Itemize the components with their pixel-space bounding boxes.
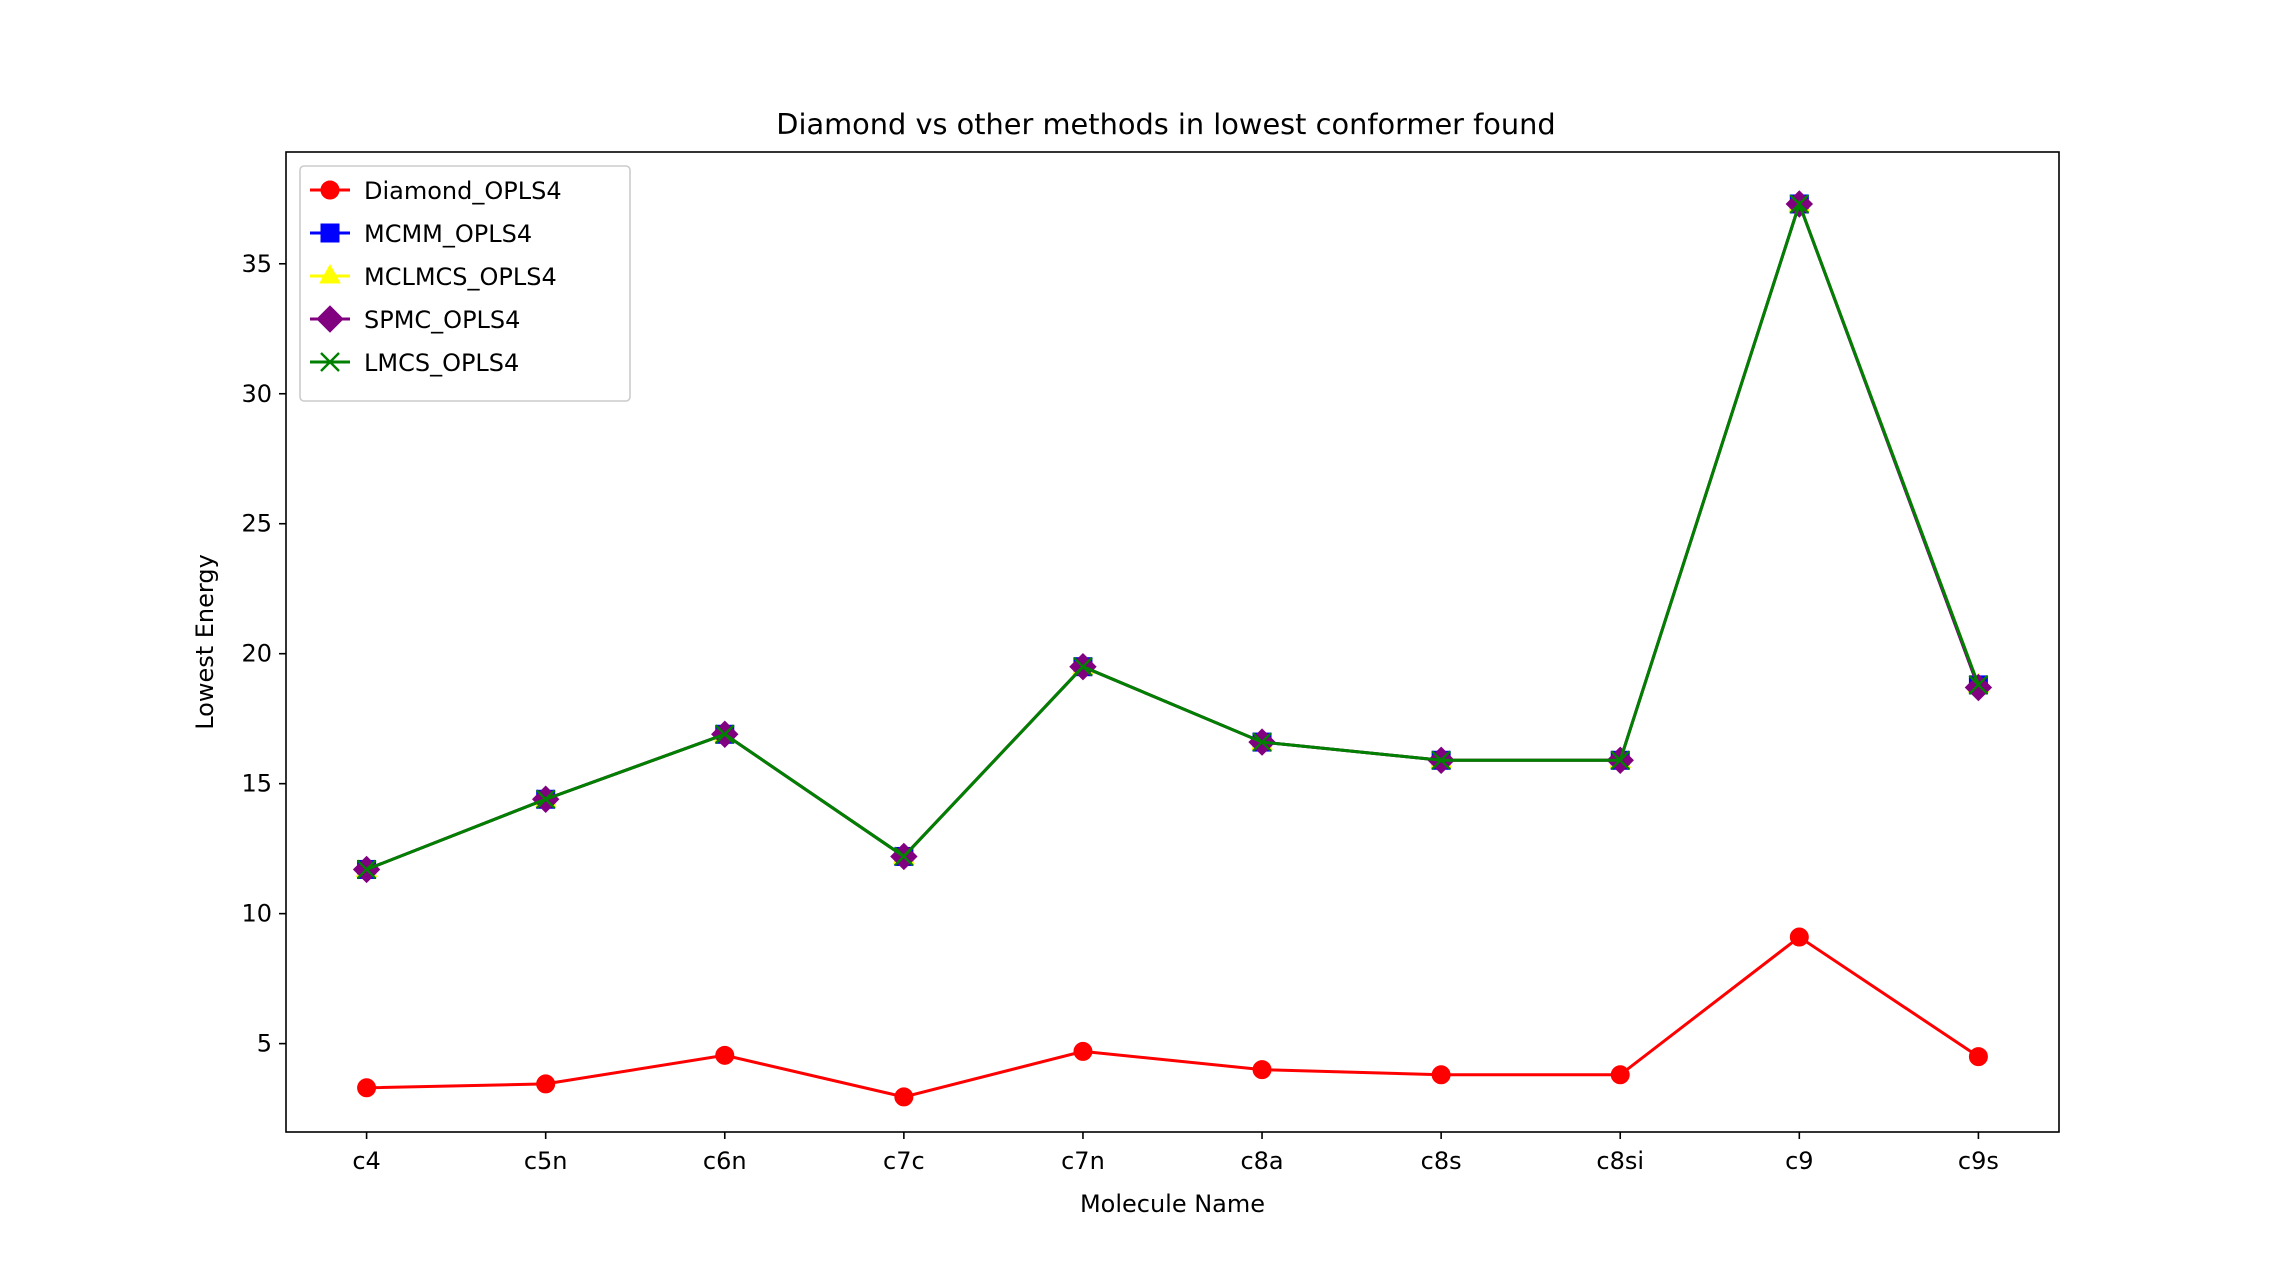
x-tick-label: c9 xyxy=(1785,1147,1813,1175)
x-axis: c4 c5n c6n c7c c7n c8a c8s c8si c9 c9s xyxy=(352,1132,1999,1175)
data-point xyxy=(1073,656,1093,677)
data-point xyxy=(1968,1047,1988,1067)
y-tick-label: 25 xyxy=(241,510,272,538)
x-tick-label: c8si xyxy=(1596,1147,1644,1175)
data-point xyxy=(320,180,340,200)
legend-label: Diamond_OPLS4 xyxy=(364,177,562,205)
series-Diamond_OPLS4 xyxy=(357,927,1988,1107)
data-point-stroke xyxy=(1610,750,1631,771)
data-point xyxy=(320,223,340,243)
data-point xyxy=(894,846,914,867)
x-axis-label: Molecule Name xyxy=(1080,1190,1265,1218)
data-point-stroke xyxy=(1073,656,1093,677)
data-point xyxy=(1610,750,1631,771)
legend-entry: Diamond_OPLS4 xyxy=(310,177,562,205)
data-point xyxy=(1252,732,1272,752)
data-point-stroke xyxy=(535,789,556,810)
chart-title: Diamond vs other methods in lowest confo… xyxy=(776,107,1555,141)
x-tick-label: c6n xyxy=(703,1147,747,1175)
data-point-stroke xyxy=(1252,732,1272,752)
data-point xyxy=(356,859,377,880)
y-tick-label: 10 xyxy=(241,900,272,928)
data-point xyxy=(535,789,556,810)
plot-frame xyxy=(285,151,2060,1133)
series-LMCS_OPLS4 xyxy=(356,194,1989,880)
y-tick-label: 15 xyxy=(241,770,272,798)
y-tick-label: 35 xyxy=(241,250,272,278)
data-point xyxy=(536,1074,556,1094)
data-point xyxy=(1968,675,1989,695)
data-point xyxy=(894,1087,914,1107)
data-point-stroke xyxy=(1968,675,1989,695)
x-tick-label: c8a xyxy=(1240,1147,1283,1175)
data-point-stroke xyxy=(320,352,340,372)
data-point xyxy=(1789,927,1809,947)
y-tick-label: 20 xyxy=(241,640,272,668)
data-point xyxy=(1789,194,1810,214)
legend-entry: MCMM_OPLS4 xyxy=(310,220,532,248)
data-point xyxy=(715,1045,735,1065)
data-point-stroke xyxy=(356,859,377,880)
data-point-stroke xyxy=(1789,194,1810,214)
data-point xyxy=(357,1078,377,1098)
legend-label: MCMM_OPLS4 xyxy=(364,220,532,248)
legend-label: LMCS_OPLS4 xyxy=(364,349,519,377)
data-point xyxy=(1964,673,1993,702)
legend-frame xyxy=(299,165,631,402)
data-point-stroke xyxy=(1431,750,1451,771)
y-axis: 5 10 15 20 25 30 35 xyxy=(241,250,286,1058)
y-axis-label: Lowest Energy xyxy=(191,554,219,730)
x-tick-label: c4 xyxy=(352,1147,380,1175)
plot-area xyxy=(352,190,1993,1107)
x-tick-label: c7n xyxy=(1061,1147,1105,1175)
legend-entry: LMCS_OPLS4 xyxy=(310,349,519,377)
data-point-stroke xyxy=(714,724,735,745)
x-tick-label: c9s xyxy=(1958,1147,1999,1175)
data-point xyxy=(1252,1060,1272,1080)
data-point xyxy=(714,724,735,745)
legend-entry: MCLMCS_OPLS4 xyxy=(310,263,557,291)
x-tick-label: c7c xyxy=(883,1147,925,1175)
series-line xyxy=(366,935,1980,1099)
y-tick-label: 5 xyxy=(257,1030,272,1058)
legend-entry: SPMC_OPLS4 xyxy=(310,305,520,334)
data-point xyxy=(1431,750,1451,771)
x-tick-label: c8s xyxy=(1421,1147,1462,1175)
x-tick-label: c5n xyxy=(524,1147,568,1175)
y-tick-label: 30 xyxy=(241,380,272,408)
legend: Diamond_OPLS4 MCMM_OPLS4 MCLMCS_OPLS4 SPMC_… xyxy=(299,165,631,402)
legend-label: SPMC_OPLS4 xyxy=(364,306,520,334)
data-point xyxy=(316,305,344,333)
data-point xyxy=(319,263,341,284)
legend-label: MCLMCS_OPLS4 xyxy=(364,263,557,291)
data-point xyxy=(320,352,340,372)
data-point xyxy=(1431,1065,1451,1085)
series-line xyxy=(366,199,1980,871)
data-point xyxy=(1073,1041,1093,1061)
data-point-stroke xyxy=(894,846,914,867)
data-point xyxy=(1610,1065,1630,1085)
